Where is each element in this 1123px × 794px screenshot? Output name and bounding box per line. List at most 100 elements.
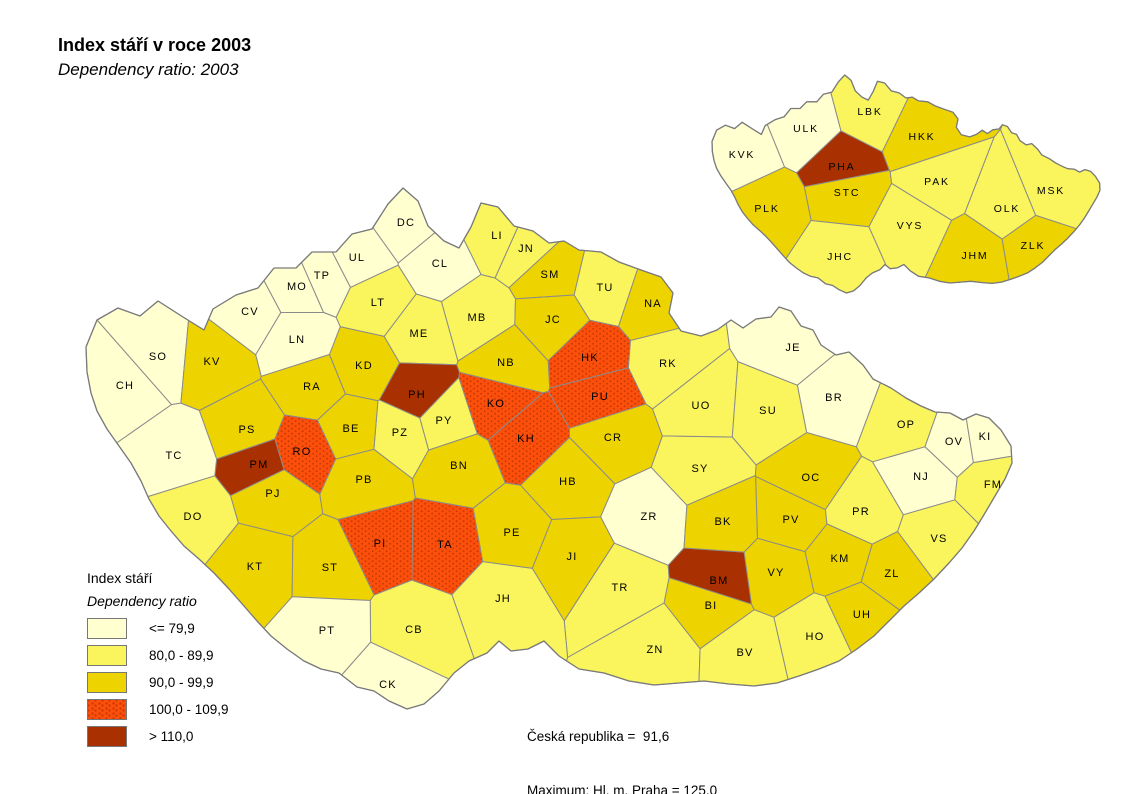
- district-label-BI: BI: [705, 600, 718, 612]
- district-label-OV: OV: [945, 436, 963, 448]
- district-label-FM: FM: [984, 479, 1002, 491]
- district-label-NB: NB: [497, 357, 515, 369]
- district-label-SY: SY: [691, 463, 708, 475]
- district-label-SO: SO: [149, 351, 167, 363]
- region-label-PLK: PLK: [754, 203, 779, 215]
- district-label-ZR: ZR: [640, 511, 657, 523]
- region-label-OLK: OLK: [994, 203, 1020, 215]
- district-label-LI: LI: [491, 230, 503, 242]
- district-label-PE: PE: [503, 527, 520, 539]
- legend-row-3: 90,0 - 99,9: [87, 672, 229, 693]
- stat-maximum: Maximum: Hl. m. Praha = 125,0: [527, 783, 718, 794]
- region-label-HKK: HKK: [909, 131, 936, 143]
- region-label-VYS: VYS: [897, 220, 923, 232]
- district-label-TP: TP: [314, 270, 330, 282]
- legend-label-5: > 110,0: [149, 729, 194, 744]
- district-label-ST: ST: [322, 562, 338, 574]
- region-label-ULK: ULK: [793, 123, 819, 135]
- district-label-OC: OC: [802, 472, 821, 484]
- title-block: Index stáří v roce 2003 Dependency ratio…: [58, 34, 251, 80]
- district-label-BV: BV: [736, 647, 753, 659]
- legend-swatch-5: [87, 726, 127, 747]
- region-label-JHC: JHC: [827, 251, 853, 263]
- district-label-PI: PI: [374, 538, 387, 550]
- legend-rows: <= 79,9 80,0 - 89,9 90,0 - 99,9 100,0 - 109…: [87, 618, 229, 747]
- district-outline: [85, 187, 1013, 710]
- district-label-HO: HO: [806, 631, 825, 643]
- district-label-CR: CR: [604, 432, 622, 444]
- legend-row-4: 100,0 - 109,9: [87, 699, 229, 720]
- district-label-ME: ME: [410, 328, 429, 340]
- district-label-PZ: PZ: [392, 427, 408, 439]
- legend-row-1: <= 79,9: [87, 618, 229, 639]
- district-label-PS: PS: [238, 424, 255, 436]
- district-label-JI: JI: [567, 551, 578, 563]
- district-label-HK: HK: [581, 352, 599, 364]
- map-legend: Index stáří Dependency ratio <= 79,9 80,0…: [87, 570, 229, 753]
- district-label-DO: DO: [184, 511, 203, 523]
- district-label-RO: RO: [293, 446, 312, 458]
- district-label-KO: KO: [487, 398, 505, 410]
- region-label-PHA: PHA: [829, 161, 856, 173]
- map-statistics: Česká republika = 91,6 Maximum: Hl. m. P…: [527, 692, 717, 794]
- legend-swatch-4: [87, 699, 127, 720]
- district-label-DC: DC: [397, 217, 415, 229]
- legend-label-4: 100,0 - 109,9: [149, 702, 229, 717]
- district-label-PT: PT: [319, 625, 335, 637]
- legend-title: Index stáří: [87, 570, 153, 586]
- district-label-PJ: PJ: [265, 488, 280, 500]
- legend-swatch-3: [87, 672, 127, 693]
- district-label-KI: KI: [979, 431, 992, 443]
- region-label-KVK: KVK: [729, 149, 755, 161]
- district-label-PM: PM: [250, 459, 269, 471]
- legend-label-2: 80,0 - 89,9: [149, 648, 214, 663]
- district-label-CL: CL: [432, 258, 448, 270]
- district-label-BE: BE: [342, 423, 359, 435]
- district-label-PR: PR: [852, 506, 870, 518]
- district-label-CB: CB: [405, 624, 423, 636]
- district-label-MO: MO: [287, 281, 307, 293]
- page-subtitle: Dependency ratio: 2003: [58, 59, 239, 79]
- district-label-TC: TC: [165, 450, 182, 462]
- district-label-TR: TR: [611, 582, 628, 594]
- legend-swatch-2: [87, 645, 127, 666]
- legend-row-5: > 110,0: [87, 726, 229, 747]
- district-label-ZN: ZN: [646, 644, 663, 656]
- district-label-CV: CV: [241, 306, 259, 318]
- district-label-KM: KM: [831, 553, 850, 565]
- legend-label-3: 90,0 - 99,9: [149, 675, 214, 690]
- region-label-PAK: PAK: [924, 176, 950, 188]
- district-label-KT: KT: [247, 561, 263, 573]
- district-label-JH: JH: [495, 593, 511, 605]
- district-label-KV: KV: [203, 356, 220, 368]
- region-label-STC: STC: [834, 187, 860, 199]
- legend-label-1: <= 79,9: [149, 621, 195, 636]
- district-label-CH: CH: [116, 380, 134, 392]
- district-label-UO: UO: [692, 400, 711, 412]
- legend-subtitle: Dependency ratio: [87, 593, 197, 609]
- district-label-OP: OP: [897, 419, 915, 431]
- district-label-NA: NA: [644, 298, 662, 310]
- main-district-map: CH SO KV CV MO TP UL DC CL LT LN RA KD ME MB LI JN SM TU JC…: [85, 187, 1013, 710]
- district-label-NJ: NJ: [913, 471, 929, 483]
- district-label-JN: JN: [518, 243, 534, 255]
- district-label-RK: RK: [659, 358, 677, 370]
- district-label-VY: VY: [767, 567, 784, 579]
- region-inset-map: KVK ULK LBK HKK PHA STC PAK PLK OLK MSK VYS JHC JHM Z…: [711, 74, 1101, 294]
- district-label-KD: KD: [355, 360, 373, 372]
- district-label-SM: SM: [541, 269, 560, 281]
- legend-swatch-1: [87, 618, 127, 639]
- district-label-PV: PV: [782, 514, 799, 526]
- region-outline: [711, 74, 1101, 294]
- district-label-PB: PB: [355, 474, 372, 486]
- region-label-JHM: JHM: [962, 250, 989, 262]
- district-label-LN: LN: [289, 334, 305, 346]
- stat-country-value: Česká republika = 91,6: [527, 729, 670, 744]
- district-label-PU: PU: [591, 391, 609, 403]
- district-label-TU: TU: [596, 282, 613, 294]
- district-label-SU: SU: [759, 405, 777, 417]
- page-title: Index stáří v roce 2003: [58, 35, 252, 55]
- district-label-BK: BK: [714, 516, 731, 528]
